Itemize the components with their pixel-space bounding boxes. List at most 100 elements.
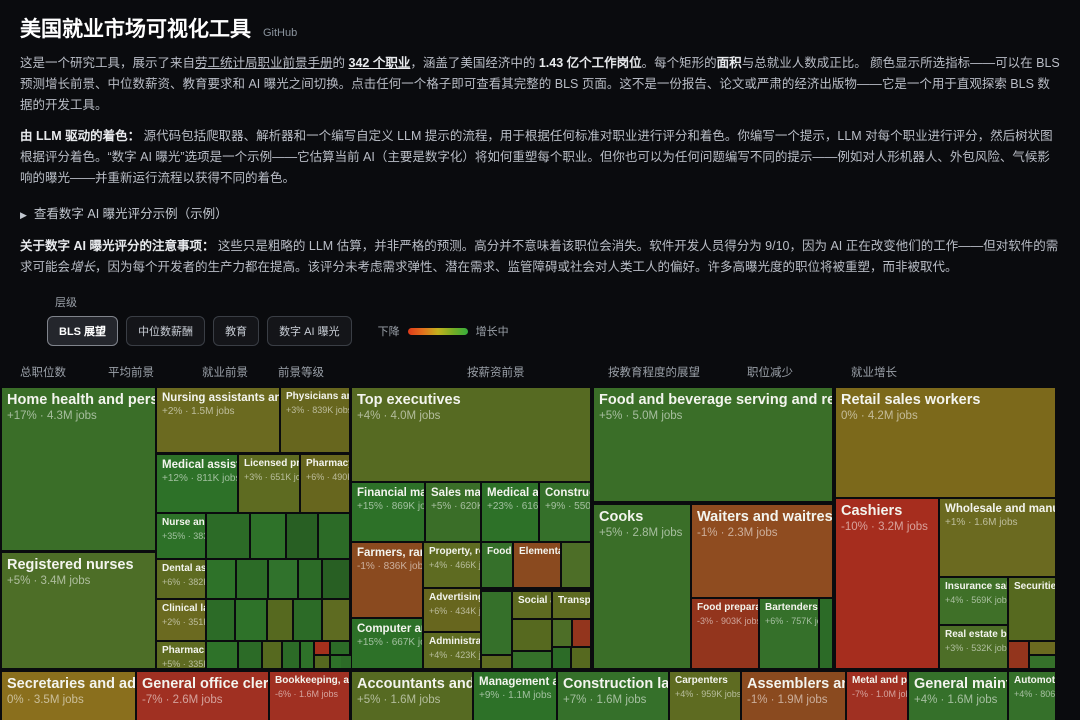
treemap-cell-small[interactable] [513,620,551,650]
treemap-cell-small[interactable] [323,600,349,640]
treemap-cell[interactable]: Construction laborers +7% · 1.6M jobs [558,672,668,720]
treemap-cell[interactable]: Dental assistants +6% · 382K jobs [157,560,205,598]
treemap-cell-small[interactable] [251,514,285,558]
treemap-cell-small[interactable] [323,560,349,598]
treemap-cell[interactable]: Secretaries and administrative assistant… [2,672,135,720]
treemap-cell[interactable]: Pharmacy technicians +6% · 490K jobs [301,455,349,512]
treemap-cell-small[interactable] [553,648,570,668]
treemap-cell[interactable]: Social and community service managers [513,592,551,618]
treemap-cell-small[interactable] [236,600,266,640]
treemap-cell-small[interactable] [315,642,329,654]
cell-title: Metal and plastic machine workers [852,675,907,686]
treemap-cell-small[interactable] [207,514,249,558]
treemap-cell-small[interactable] [482,656,511,668]
treemap-cell[interactable]: Financial managers +15% · 869K jobs [352,483,424,541]
treemap-cell-small[interactable] [263,642,281,668]
metric-button-3[interactable]: 数字 AI 曝光 [267,316,352,346]
treemap-cell-small[interactable] [553,620,571,646]
treemap-cell[interactable]: Administrative services managers +4% · 42… [424,633,480,668]
treemap-cell[interactable]: Bookkeeping, accounting, and auditing cl… [270,672,349,720]
treemap-cell[interactable]: Retail sales workers 0% · 4.2M jobs [836,388,1055,497]
treemap-cell[interactable]: Waiters and waitresses -1% · 2.3M jobs [692,505,832,597]
treemap-cell[interactable]: Physicians and surgeons +3% · 839K jobs [281,388,349,452]
metric-button-1[interactable]: 中位数薪酬 [126,316,206,346]
treemap-cell-small[interactable] [287,514,317,558]
treemap-cell[interactable]: Metal and plastic machine workers -7% · 1… [847,672,907,720]
treemap-cell[interactable]: Automotive service technicians and mecha… [1009,672,1055,720]
treemap-cell[interactable]: Home health and personal care aides +17% … [2,388,155,550]
treemap-cell[interactable]: Assemblers and fabricators -1% · 1.9M job… [742,672,845,720]
treemap-cell[interactable]: Wholesale and manufacturing sales repres… [940,499,1055,576]
treemap-cell-small[interactable] [207,560,235,598]
cell-title: Property, real estate, and community ass… [429,546,480,557]
treemap-cell-small[interactable] [207,642,237,668]
treemap-cell-small[interactable] [1030,656,1055,668]
inline-link[interactable]: 劳工统计局职业前景手册 [195,56,333,70]
treemap-cell[interactable]: Registered nurses +5% · 3.4M jobs [2,553,155,668]
treemap-cell[interactable]: Cooks +5% · 2.8M jobs [594,505,690,668]
treemap-cell-small[interactable] [331,656,341,668]
treemap-cell[interactable]: Real estate brokers and sales agents +3% … [940,626,1007,668]
treemap-cell[interactable]: Transportation, storage, and distributio… [553,592,590,618]
treemap-cell[interactable]: Food service managers [482,543,512,587]
treemap-cell[interactable]: Clinical laboratory technologists and te… [157,600,205,640]
treemap-cell[interactable]: Medical and health services managers +23%… [482,483,538,541]
treemap-cell[interactable]: Construction managers +9% · 550K jobs [540,483,590,541]
treemap-cell-small[interactable] [294,600,321,640]
treemap-cell[interactable]: Sales managers +5% · 620K jobs [426,483,480,541]
treemap-cell-small[interactable] [299,560,321,598]
treemap-cell-small[interactable] [1009,642,1028,668]
treemap-cell[interactable]: Management analysts +9% · 1.1M jobs [474,672,556,720]
treemap-cell-small[interactable] [239,642,261,668]
treemap-cell[interactable]: General office clerks -7% · 2.6M jobs [137,672,268,720]
treemap-cell-small[interactable] [513,652,551,668]
treemap-cell[interactable]: Advertising, promotions, and marketing m… [424,589,480,631]
github-link[interactable]: GitHub [263,27,298,39]
treemap-cell[interactable]: Securities, commodities, and financial s… [1009,578,1055,640]
treemap-cell[interactable]: Food and beverage serving and related wo… [594,388,832,501]
treemap-cell[interactable]: Food preparation workers -3% · 903K jobs [692,599,758,668]
metric-button-0[interactable]: BLS 展望 [47,316,119,346]
treemap-cell-small[interactable] [319,514,349,558]
treemap-cell[interactable]: Medical assistants +12% · 811K jobs [157,455,237,512]
cell-subtitle: +2% · 1.5M jobs [162,406,235,418]
treemap-cell-small[interactable] [301,642,313,668]
treemap-cell-small[interactable] [237,560,267,598]
treemap-cell-small[interactable] [269,560,297,598]
treemap-cell-small[interactable] [820,599,832,668]
cell-subtitle: +5% · 1.6M jobs [357,694,441,707]
treemap-cell-small[interactable] [562,543,590,587]
treemap-cell[interactable]: Carpenters +4% · 959K jobs [670,672,740,720]
treemap-cell[interactable]: Accountants and auditors +5% · 1.6M jobs [352,672,472,720]
treemap-cell[interactable]: Nursing assistants and orderlies +2% · 1.… [157,388,279,452]
treemap-cell[interactable]: Nurse anesthetists, nurse midwives, and … [157,514,205,558]
cell-subtitle: +23% · 616K jobs [487,501,538,513]
treemap-cell[interactable]: General maintenance and repair workers +4… [909,672,1007,720]
treemap-cell-small[interactable] [207,600,234,640]
cell-title: Pharmacists [162,645,205,656]
treemap-cell-small[interactable] [315,656,329,668]
treemap-cell-small[interactable] [341,656,351,668]
cell-title: Elementary [519,546,560,557]
treemap-cell-small[interactable] [1030,642,1055,654]
details-toggle[interactable]: ▶ 查看数字 AI 曝光评分示例（示例） [20,203,1060,222]
treemap-cell[interactable]: Insurance sales agents +4% · 569K jobs [940,578,1007,624]
treemap-cell[interactable]: Elementary [514,543,560,587]
treemap-cell-small[interactable] [331,642,349,654]
treemap-cell[interactable]: Farmers, ranchers, and other agricultura… [352,543,422,617]
metric-button-2[interactable]: 教育 [213,316,260,346]
treemap-cell[interactable]: Top executives +4% · 4.0M jobs [352,388,590,481]
treemap-cell[interactable]: Computer and information systems manager… [352,619,422,668]
treemap-cell-small[interactable] [573,620,590,646]
treemap-cell-small[interactable] [482,592,511,654]
treemap-cell[interactable]: Licensed practical and licensed vocation… [239,455,299,512]
treemap-cell-small[interactable] [268,600,292,640]
treemap-cell[interactable]: Property, real estate, and community ass… [424,543,480,587]
treemap-cell[interactable]: Pharmacists +5% · 335K jobs [157,642,205,668]
treemap-cell[interactable]: Bartenders +6% · 757K jobs [760,599,818,668]
inline-link[interactable]: 342 个职业 [348,56,411,70]
treemap-cell[interactable]: Cashiers -10% · 3.2M jobs [836,499,938,668]
treemap-cell-small[interactable] [283,642,299,668]
stat-label: 就业前景 [202,367,248,379]
treemap-cell-small[interactable] [572,648,590,668]
